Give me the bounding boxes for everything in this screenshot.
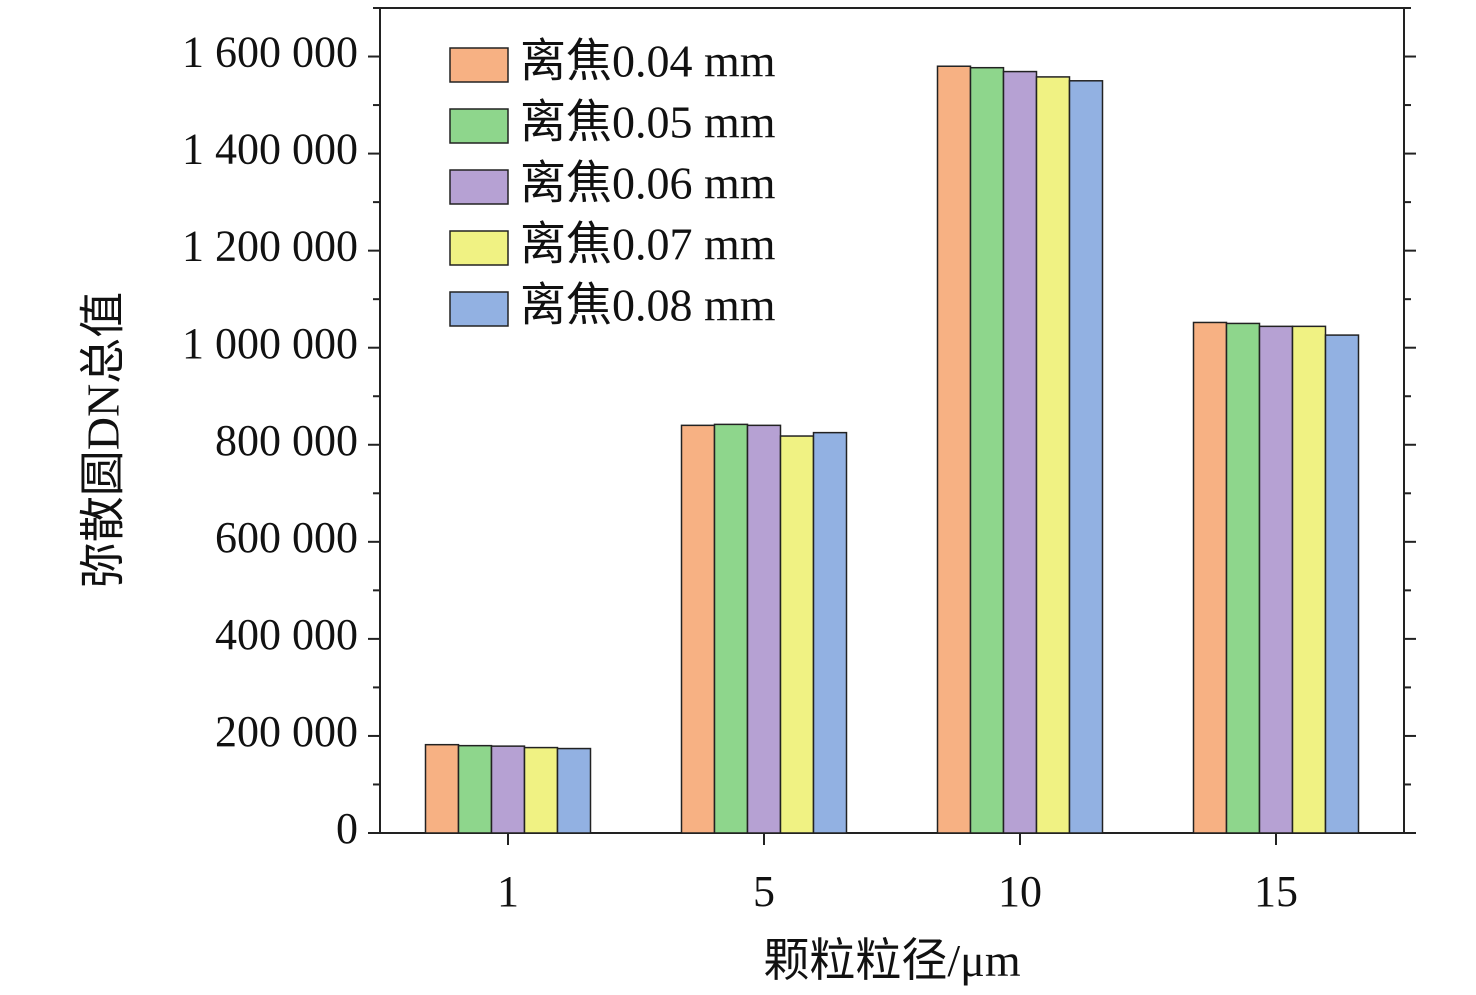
bar (1324, 334, 1360, 834)
y-axis-title: 弥散圆DN总值 (78, 292, 129, 588)
bar (556, 747, 592, 834)
bar (969, 66, 1005, 834)
bar (1192, 321, 1228, 834)
legend-label: 离焦0.04 mm (520, 36, 776, 87)
legend-swatch (449, 230, 509, 266)
y-tick-label: 800 000 (215, 416, 358, 465)
bar (680, 424, 716, 834)
bar (1225, 322, 1261, 834)
bar (1035, 76, 1071, 834)
y-tick-label: 1 600 000 (182, 28, 358, 77)
y-tick-label: 200 000 (215, 707, 358, 756)
bar (812, 431, 848, 834)
y-tick-label: 1 400 000 (182, 125, 358, 174)
bar (746, 424, 782, 834)
legend-label: 离焦0.08 mm (520, 280, 776, 331)
legend-label: 离焦0.06 mm (520, 158, 776, 209)
legend-label: 离焦0.05 mm (520, 97, 776, 148)
y-tick-label: 400 000 (215, 610, 358, 659)
y-tick-label: 0 (336, 804, 358, 853)
bar (523, 746, 559, 834)
x-tick-label: 10 (998, 867, 1042, 916)
bar (936, 65, 972, 834)
bars (424, 65, 1360, 834)
y-tick-label: 1 000 000 (182, 319, 358, 368)
legend-swatch (449, 108, 509, 144)
y-tick-label: 600 000 (215, 513, 358, 562)
y-tick-label: 1 200 000 (182, 222, 358, 271)
bar (779, 435, 815, 834)
plot-frame (379, 7, 1405, 834)
bar (1258, 325, 1294, 834)
x-tick-label: 15 (1254, 867, 1298, 916)
bar (713, 423, 749, 834)
legend-swatch (449, 47, 509, 83)
x-axis-title: 颗粒粒径/μm (763, 935, 1020, 986)
bar (1002, 70, 1038, 834)
x-tick-label: 5 (753, 867, 775, 916)
bar (490, 745, 526, 834)
legend: 离焦0.04 mm 离焦0.05 mm 离焦0.06 mm 离焦0.07 mm 离焦0.… (449, 36, 776, 331)
bar (457, 744, 493, 834)
x-tick-label: 1 (497, 867, 519, 916)
y-axis-ticks: 0 200 000 400 000 600 000 800 000 1 000 000 1 … (182, 7, 1416, 853)
legend-swatch (449, 291, 509, 327)
legend-swatch (449, 169, 509, 205)
bar (1068, 80, 1104, 834)
bar (424, 743, 460, 834)
legend-label: 离焦0.07 mm (520, 219, 776, 270)
x-axis-ticks: 1 5 10 15 (497, 833, 1298, 916)
bar (1291, 325, 1327, 834)
